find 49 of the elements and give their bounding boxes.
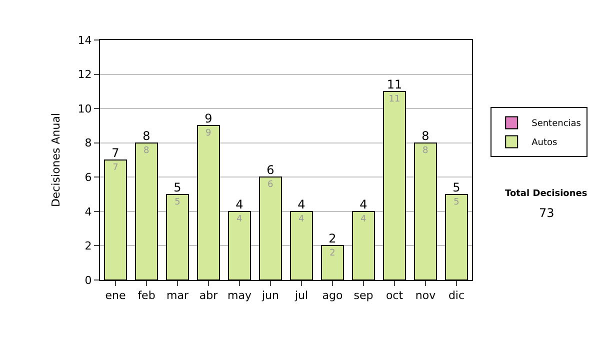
total-label: 7 xyxy=(112,146,120,160)
y-tick-label: 14 xyxy=(78,34,92,47)
total-label: 4 xyxy=(236,197,244,212)
x-tick-label: dic xyxy=(448,289,465,302)
x-tick-label: oct xyxy=(386,289,404,302)
legend-label: Autos xyxy=(532,138,558,148)
legend-label: Sentencias xyxy=(532,119,582,130)
x-tick-label: nov xyxy=(415,289,436,302)
total-label: 5 xyxy=(174,180,182,194)
data-label: 8 xyxy=(144,146,150,156)
total-label: 4 xyxy=(360,197,368,212)
total-label: 8 xyxy=(422,128,430,143)
y-tick-label: 2 xyxy=(84,240,92,253)
data-label: 4 xyxy=(360,214,366,224)
y-tick-label: 6 xyxy=(84,170,92,184)
total-label: 5 xyxy=(452,180,460,194)
total-label: 9 xyxy=(204,112,212,126)
data-label: 4 xyxy=(236,214,242,224)
y-axis-title: Decisiones Anual xyxy=(49,112,62,208)
y-tick-label: 10 xyxy=(78,102,92,116)
data-label: 6 xyxy=(268,180,274,190)
x-tick-label: mar xyxy=(166,289,189,302)
y-tick-label: 4 xyxy=(84,205,92,218)
x-tick-label: ago xyxy=(322,289,343,302)
total-label: 8 xyxy=(142,128,150,143)
data-label: 7 xyxy=(112,163,118,173)
x-tick-label: may xyxy=(228,289,252,302)
total-label: 6 xyxy=(266,163,274,178)
total-label: 11 xyxy=(386,77,402,92)
x-tick-label: abr xyxy=(199,289,218,302)
text: Total Decisiones xyxy=(505,189,588,199)
x-tick-label: sep xyxy=(354,289,374,302)
text: 73 xyxy=(539,206,554,220)
x-tick-label: feb xyxy=(138,289,156,302)
data-label: 8 xyxy=(422,146,428,156)
y-tick-label: 8 xyxy=(84,136,92,150)
data-label: 2 xyxy=(330,248,336,259)
total-label: 2 xyxy=(328,232,336,246)
x-tick-label: jun xyxy=(261,289,280,302)
data-label: 11 xyxy=(388,94,400,104)
y-tick-label: 0 xyxy=(84,274,92,287)
data-label: 9 xyxy=(206,128,212,139)
x-tick-label: jul xyxy=(294,289,308,302)
data-label: 4 xyxy=(298,214,304,224)
total-label: 4 xyxy=(298,197,306,212)
x-tick-label: ene xyxy=(105,289,126,302)
y-tick-label: 12 xyxy=(78,68,92,82)
data-label: 5 xyxy=(454,197,460,208)
data-label: 5 xyxy=(174,197,180,208)
